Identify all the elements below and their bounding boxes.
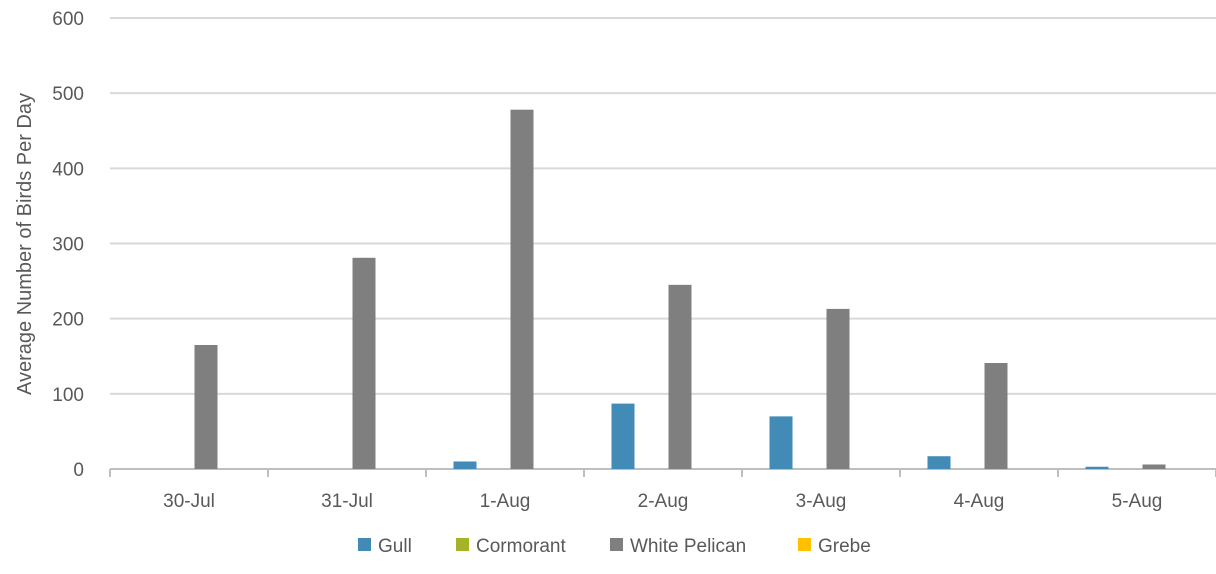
y-tick-label: 300 xyxy=(52,235,84,256)
bar-white-pelican xyxy=(194,344,218,469)
legend-label: Cormorant xyxy=(476,536,566,557)
bar-gull xyxy=(769,416,793,469)
bar-gull xyxy=(453,461,477,469)
x-tick-label: 3-Aug xyxy=(796,491,847,512)
bar-gull xyxy=(1085,466,1109,469)
legend-label: Grebe xyxy=(818,536,871,557)
legend-swatch xyxy=(358,538,371,551)
legend-swatch xyxy=(798,538,811,551)
x-tick-label: 2-Aug xyxy=(638,491,689,512)
y-tick-label: 100 xyxy=(52,385,84,406)
legend-swatch xyxy=(610,538,623,551)
legend-swatch xyxy=(456,538,469,551)
y-tick-label: 0 xyxy=(73,460,84,481)
x-tick-label: 31-Jul xyxy=(321,491,373,512)
y-tick-label: 200 xyxy=(52,310,84,331)
x-tick-label: 30-Jul xyxy=(163,491,215,512)
y-tick-labels: 0 100 200 300 400 500 600 xyxy=(52,9,84,481)
bar-white-pelican xyxy=(826,308,850,469)
bars xyxy=(194,109,1166,469)
legend: Gull Cormorant White Pelican Grebe xyxy=(358,536,871,557)
legend-label: White Pelican xyxy=(630,536,746,557)
y-axis-title: Average Number of Birds Per Day xyxy=(14,93,36,395)
x-tick-labels: 30-Jul 31-Jul 1-Aug 2-Aug 3-Aug 4-Aug 5-Aug xyxy=(163,491,1162,512)
bar-white-pelican xyxy=(352,257,376,469)
bar-gull xyxy=(611,403,635,469)
x-tick-label: 4-Aug xyxy=(954,491,1005,512)
gridlines xyxy=(109,17,1216,477)
bar-white-pelican xyxy=(1142,464,1166,469)
y-tick-label: 600 xyxy=(52,9,84,30)
y-tick-label: 500 xyxy=(52,84,84,105)
bar-white-pelican xyxy=(510,109,534,469)
x-tick-label: 1-Aug xyxy=(480,491,531,512)
x-tick-label: 5-Aug xyxy=(1112,491,1163,512)
legend-label: Gull xyxy=(378,536,412,557)
bar-white-pelican xyxy=(668,284,692,469)
bar-white-pelican xyxy=(984,363,1008,469)
bar-gull xyxy=(927,456,951,469)
y-tick-label: 400 xyxy=(52,159,84,180)
